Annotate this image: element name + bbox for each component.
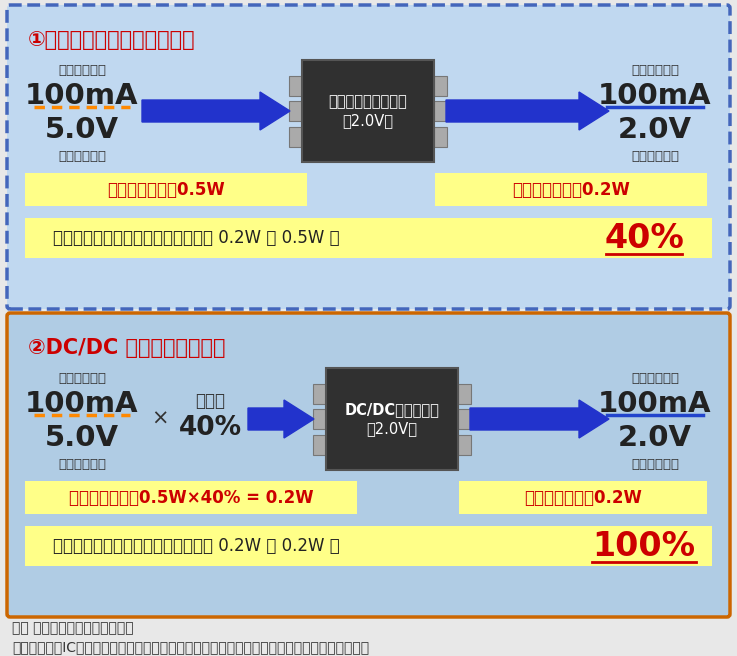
Text: （出力電流）: （出力電流）: [631, 64, 679, 77]
Text: 効率は出力電力／入力電力・・・　 0.2W ／ 0.5W ＝: 効率は出力電力／入力電力・・・ 0.2W ／ 0.5W ＝: [53, 229, 345, 247]
Bar: [302, 60, 434, 162]
Text: 入力電力・・・0.5W×40% = 0.2W: 入力電力・・・0.5W×40% = 0.2W: [69, 489, 313, 506]
FancyBboxPatch shape: [7, 5, 730, 309]
FancyArrow shape: [248, 400, 314, 438]
Text: 注） 上記の効率は理想値です。: 注） 上記の効率は理想値です。: [12, 621, 133, 635]
Text: （入力電流）: （入力電流）: [58, 64, 106, 77]
FancyArrow shape: [470, 400, 609, 438]
Bar: [459, 481, 707, 514]
Bar: [434, 101, 447, 121]
Bar: [313, 409, 326, 429]
Bar: [434, 127, 447, 146]
Text: ①リニアレギュレータの場合: ①リニアレギュレータの場合: [28, 30, 195, 50]
Text: 40%: 40%: [604, 222, 684, 255]
FancyArrow shape: [142, 92, 290, 130]
Text: 出力電力・・・0.2W: 出力電力・・・0.2W: [512, 180, 630, 199]
Text: 5.0V: 5.0V: [45, 116, 119, 144]
Text: （入力電圧）: （入力電圧）: [58, 150, 106, 163]
Text: 5.0V: 5.0V: [45, 424, 119, 452]
Text: ②DC/DC コンバータの場合: ②DC/DC コンバータの場合: [28, 338, 226, 358]
Bar: [25, 218, 712, 258]
Text: 100%: 100%: [593, 529, 696, 562]
Text: （出力電流）: （出力電流）: [631, 371, 679, 384]
Bar: [458, 409, 471, 429]
Text: 入力電力・・・0.5W: 入力電力・・・0.5W: [107, 180, 225, 199]
FancyArrow shape: [446, 92, 609, 130]
FancyBboxPatch shape: [7, 313, 730, 617]
Text: （入力電圧）: （入力電圧）: [58, 457, 106, 470]
Text: 2.0V: 2.0V: [618, 424, 692, 452]
Text: 効率は出力電力／入力電力・・・　 0.2W ／ 0.2W ＝: 効率は出力電力／入力電力・・・ 0.2W ／ 0.2W ＝: [53, 537, 345, 555]
Text: 実際は、ICの自己消費電流、外付け部品の損失があるので上記数値よりは悪くなります。: 実際は、ICの自己消費電流、外付け部品の損失があるので上記数値よりは悪くなります…: [12, 640, 369, 654]
Bar: [313, 434, 326, 455]
Bar: [458, 384, 471, 403]
Text: （出力電圧）: （出力電圧）: [631, 150, 679, 163]
Bar: [25, 173, 307, 206]
Bar: [25, 481, 357, 514]
Bar: [25, 526, 712, 566]
Text: 2.0V: 2.0V: [618, 116, 692, 144]
Bar: [434, 75, 447, 96]
Text: （入力電流）: （入力電流）: [58, 371, 106, 384]
Bar: [289, 127, 302, 146]
Bar: [289, 101, 302, 121]
Bar: [458, 434, 471, 455]
Text: 出力電力・・・0.2W: 出力電力・・・0.2W: [524, 489, 642, 506]
Text: 100mA: 100mA: [25, 390, 139, 418]
Text: 100mA: 100mA: [25, 82, 139, 110]
Text: リニアレギュレータ: リニアレギュレータ: [329, 94, 408, 110]
Text: 100mA: 100mA: [598, 390, 712, 418]
Text: ×: ×: [151, 409, 169, 429]
Bar: [435, 173, 707, 206]
Text: （2.0V）: （2.0V）: [366, 422, 417, 436]
Text: 100mA: 100mA: [598, 82, 712, 110]
Bar: [289, 75, 302, 96]
Text: DC/DCコンバータ: DC/DCコンバータ: [345, 403, 439, 417]
Text: 時比率: 時比率: [195, 392, 225, 410]
Bar: [326, 368, 458, 470]
Text: （出力電圧）: （出力電圧）: [631, 457, 679, 470]
Text: 40%: 40%: [178, 415, 242, 441]
Bar: [313, 384, 326, 403]
Text: （2.0V）: （2.0V）: [343, 113, 394, 129]
